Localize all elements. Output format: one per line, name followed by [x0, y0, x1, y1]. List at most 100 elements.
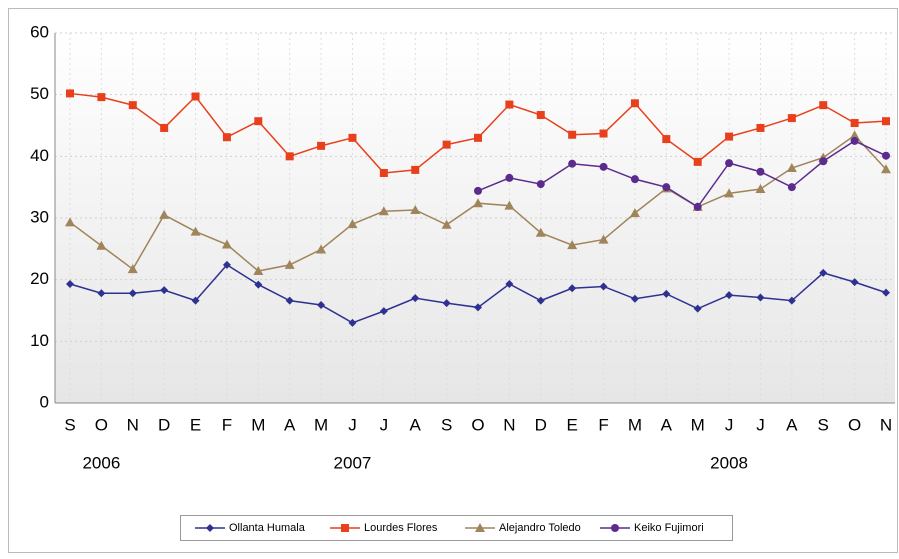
marker [66, 89, 74, 98]
marker [693, 202, 702, 211]
marker [599, 129, 608, 138]
marker [222, 260, 231, 269]
x-tick-label: A [661, 415, 673, 434]
marker [127, 264, 138, 274]
marker [191, 92, 200, 101]
x-tick-label: J [380, 415, 389, 434]
marker [536, 296, 545, 305]
x-tick-label: M [691, 415, 705, 434]
marker [630, 175, 639, 184]
marker [285, 152, 294, 161]
marker [819, 157, 828, 166]
marker [882, 117, 890, 126]
marker [724, 188, 735, 198]
marker [536, 180, 545, 189]
x-tick-label: M [314, 415, 328, 434]
marker [254, 117, 263, 126]
x-tick-label: S [818, 415, 829, 434]
marker [159, 209, 170, 219]
x-tick-label: A [284, 415, 296, 434]
marker [160, 123, 169, 132]
marker [756, 293, 765, 302]
marker [317, 141, 326, 150]
marker [348, 133, 357, 142]
marker [96, 240, 107, 250]
marker [410, 204, 421, 214]
marker [756, 123, 765, 132]
marker [316, 244, 327, 254]
marker [97, 93, 106, 102]
x-tick-label: F [598, 415, 608, 434]
marker [97, 289, 106, 298]
marker [756, 167, 765, 176]
year-label: 2008 [710, 453, 748, 472]
x-tick-label: A [786, 415, 798, 434]
marker [442, 140, 451, 149]
marker [693, 157, 702, 166]
marker [411, 294, 420, 303]
marker [128, 289, 137, 298]
marker [787, 183, 796, 192]
marker [191, 296, 200, 305]
marker [568, 159, 577, 168]
chart-border [8, 8, 898, 553]
x-tick-label: D [158, 415, 170, 434]
marker [65, 217, 75, 227]
marker [535, 227, 546, 237]
legend-label: Lourdes Flores [364, 522, 438, 534]
x-tick-label: N [503, 415, 515, 434]
marker [317, 300, 326, 309]
marker [474, 133, 482, 142]
series-line [477, 140, 887, 208]
marker [786, 163, 797, 173]
marker [222, 133, 231, 142]
marker [819, 101, 828, 110]
marker [190, 226, 201, 236]
legend-label: Alejandro Toledo [499, 522, 581, 534]
marker [474, 186, 482, 195]
marker [599, 282, 608, 291]
marker [725, 132, 734, 141]
marker [442, 299, 451, 308]
y-tick-label: 30 [30, 207, 49, 226]
marker [505, 100, 514, 109]
marker [599, 162, 608, 171]
x-tick-label: S [441, 415, 452, 434]
marker [630, 99, 639, 108]
y-tick-label: 10 [30, 331, 49, 350]
marker [662, 289, 671, 298]
marker [66, 279, 74, 288]
marker [379, 168, 388, 177]
x-tick-label: J [756, 415, 765, 434]
x-tick-label: O [95, 415, 108, 434]
x-tick-label: M [628, 415, 642, 434]
marker [882, 151, 890, 160]
marker [341, 524, 349, 532]
y-tick-label: 50 [30, 84, 49, 103]
y-tick-label: 60 [30, 22, 49, 41]
marker [347, 219, 358, 229]
x-tick-label: F [222, 415, 232, 434]
marker [536, 111, 545, 120]
marker [160, 286, 169, 295]
y-tick-label: 20 [30, 269, 49, 288]
marker [693, 304, 702, 313]
marker [598, 234, 609, 244]
marker [662, 135, 671, 144]
x-tick-label: J [725, 415, 734, 434]
marker [850, 136, 859, 145]
x-tick-label: E [566, 415, 577, 434]
x-tick-label: J [348, 415, 357, 434]
marker [348, 318, 357, 327]
year-label: 2007 [334, 453, 372, 472]
marker [505, 173, 514, 182]
marker [567, 240, 578, 250]
x-tick-label: D [535, 415, 547, 434]
x-tick-label: O [471, 415, 484, 434]
marker [850, 119, 859, 128]
x-tick-label: N [127, 415, 139, 434]
marker [630, 294, 639, 303]
marker [725, 291, 734, 300]
marker [505, 279, 514, 288]
